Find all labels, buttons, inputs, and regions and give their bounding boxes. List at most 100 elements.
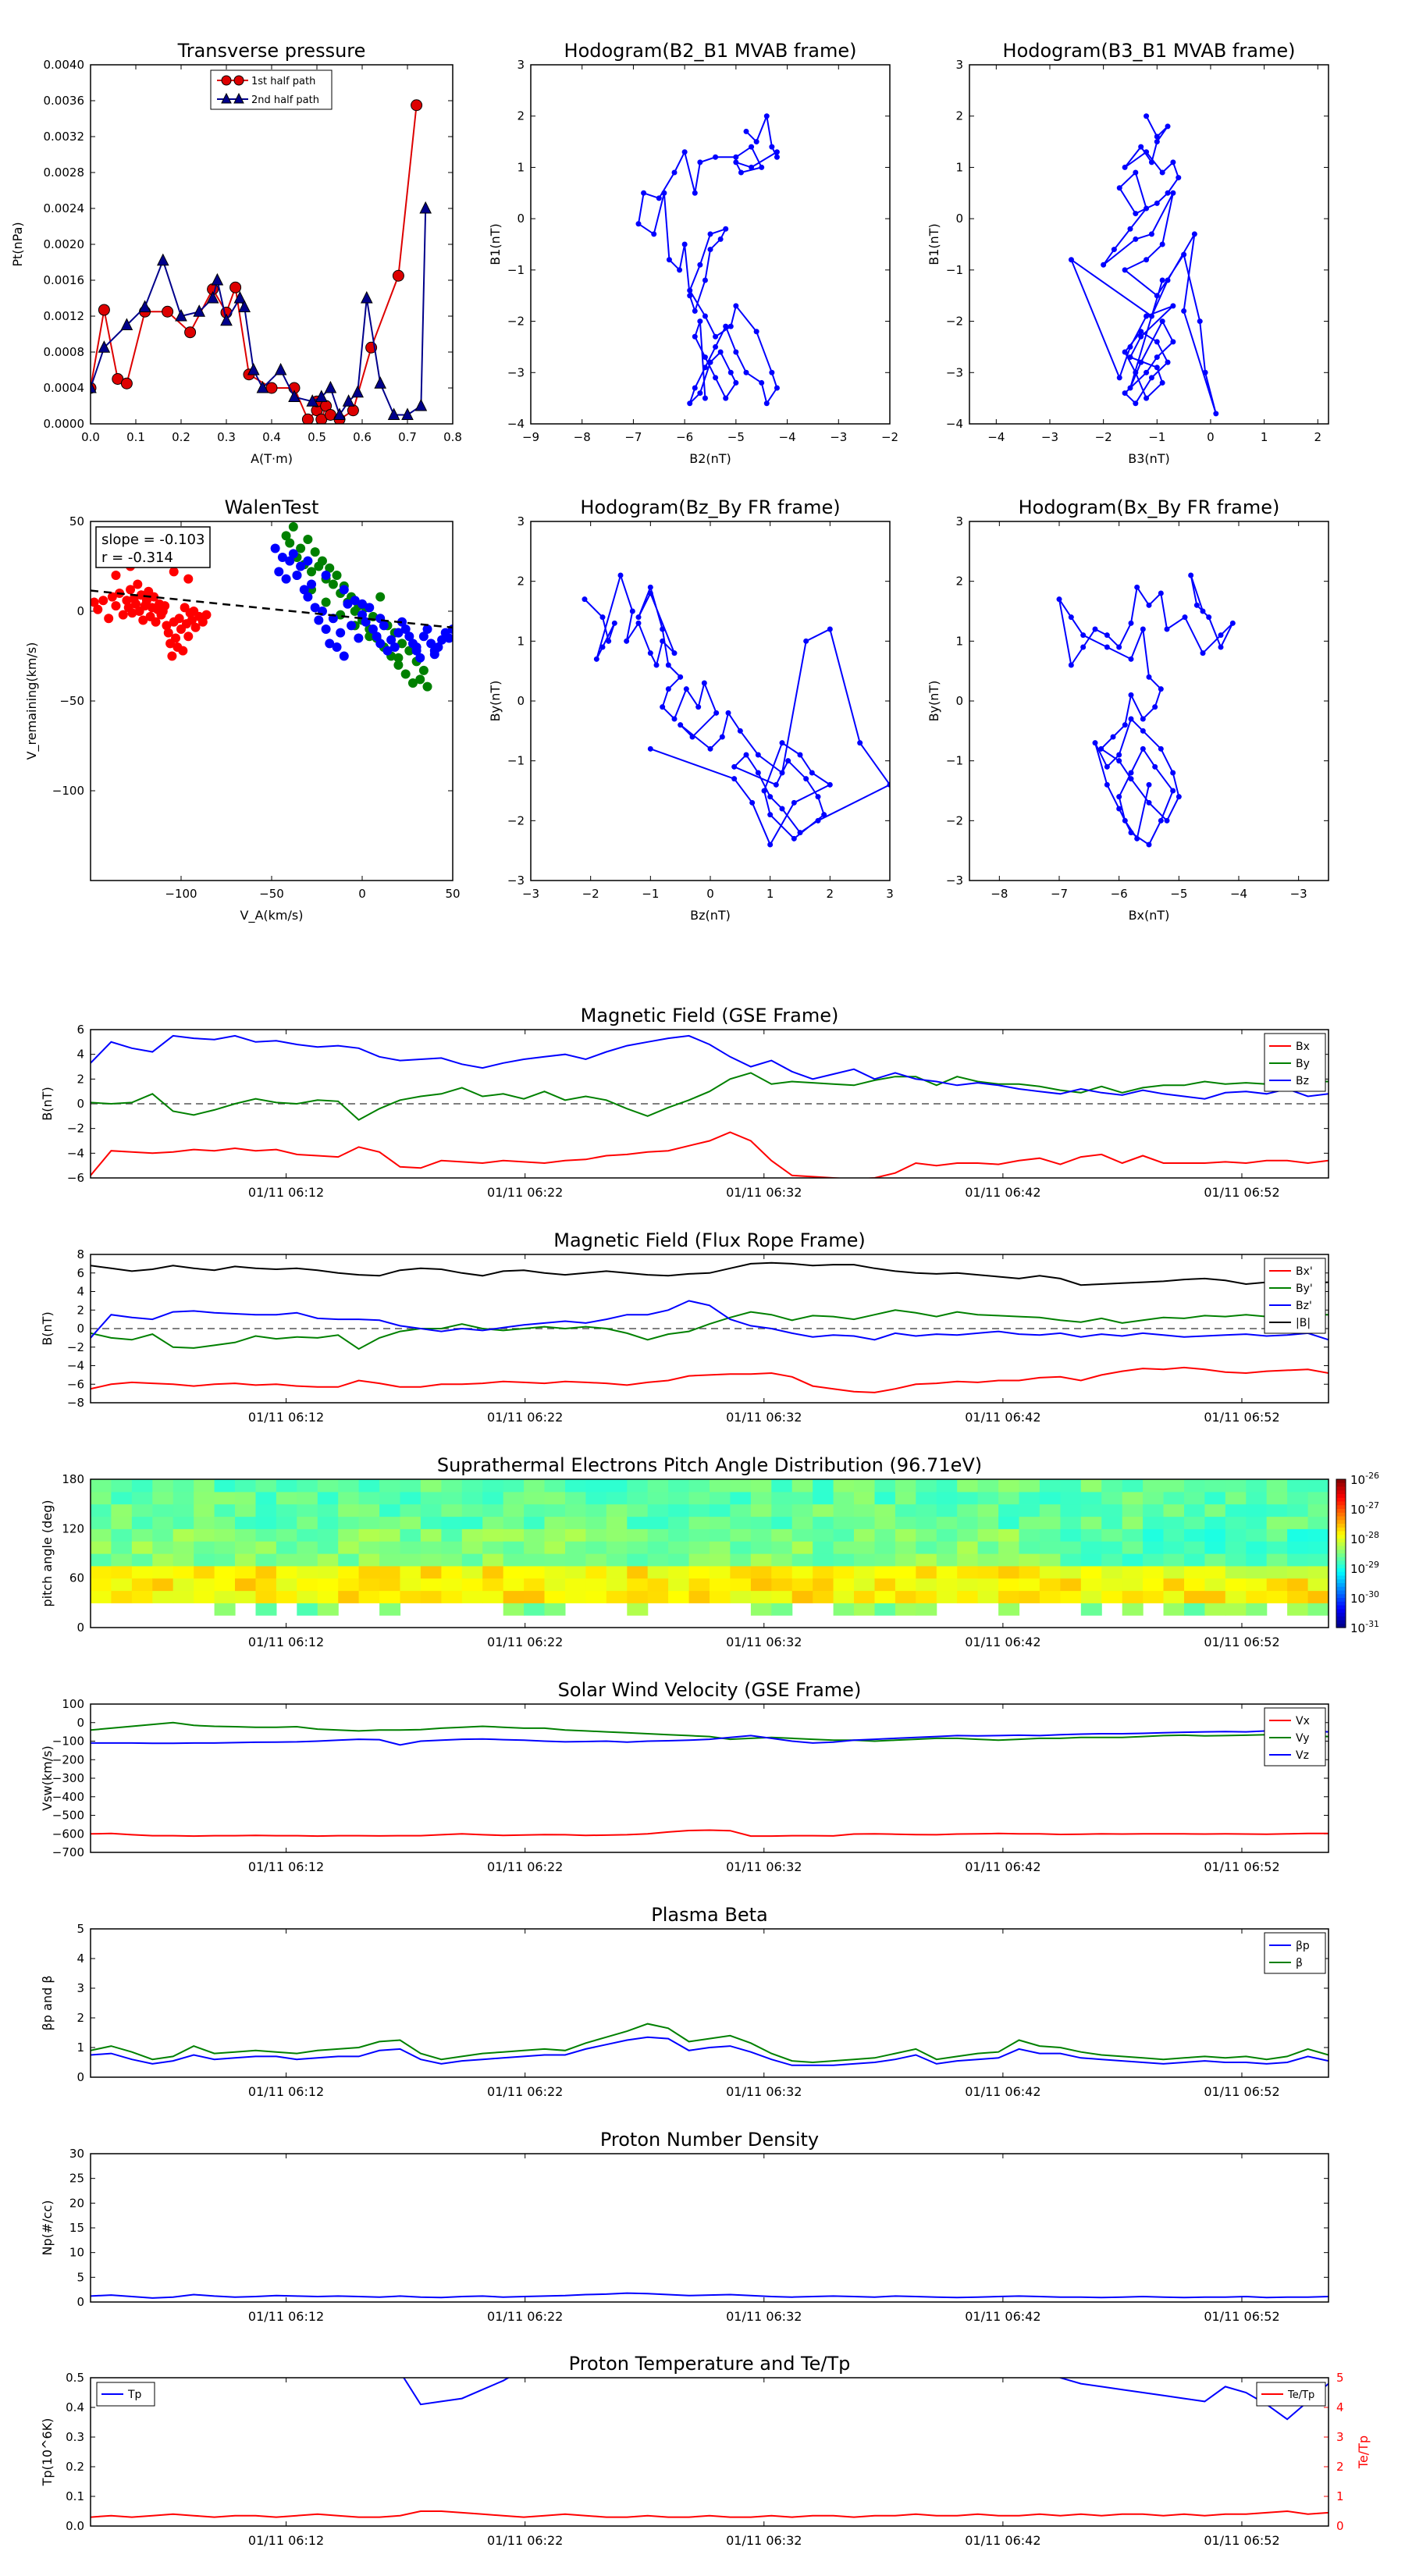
- pad-cell: [379, 1516, 401, 1529]
- pad-cell: [441, 1541, 463, 1554]
- hodo3-trace-point: [635, 614, 642, 621]
- pad-cell: [276, 1565, 297, 1579]
- pad-cell: [1204, 1516, 1226, 1529]
- walen-red-point: [174, 614, 184, 624]
- colorbar-segment: [1336, 1568, 1346, 1573]
- pad-cell: [1307, 1516, 1329, 1529]
- hodo2-title: Hodogram(B3_B1 MVAB frame): [1003, 40, 1296, 62]
- pad-cell: [916, 1553, 937, 1567]
- pad-cell: [606, 1491, 628, 1505]
- pad-cell: [461, 1503, 483, 1517]
- pad-cell: [750, 1590, 772, 1603]
- hodo1-trace-point: [656, 195, 662, 201]
- colorbar-segment: [1336, 1546, 1346, 1550]
- x-tick-label: −2: [1095, 430, 1112, 444]
- pad-cell: [833, 1516, 855, 1529]
- walen-blue-point: [281, 574, 291, 584]
- walen-annotation: slope = -0.103 r = -0.314: [95, 526, 211, 568]
- y-tick-label: 0.3: [66, 2430, 84, 2444]
- hodo3-trace-point: [660, 704, 666, 710]
- pad-cell: [771, 1578, 793, 1592]
- pad-cell: [317, 1541, 339, 1554]
- pad-cell: [895, 1528, 916, 1542]
- pad-cell: [1163, 1516, 1185, 1529]
- hodo2-trace-point: [1165, 123, 1171, 130]
- pad-cell: [1122, 1603, 1144, 1616]
- pad-cell: [1163, 1553, 1185, 1567]
- hodo3-trace-point: [797, 752, 803, 758]
- y-tick-label: −400: [52, 1790, 84, 1804]
- colorbar-tick-base: 10: [1350, 1562, 1365, 1576]
- hodo4-trace-point: [1146, 781, 1152, 788]
- pad-cell: [255, 1503, 277, 1517]
- hodo1-trace-point: [635, 221, 642, 227]
- pad-cell: [1184, 1516, 1205, 1529]
- pad-cell: [297, 1565, 318, 1579]
- pad-cell: [482, 1479, 504, 1493]
- x-tick-label: 0.3: [217, 430, 236, 444]
- time-tick-label: 01/11 06:42: [965, 1185, 1040, 1200]
- pad-cell: [1204, 1528, 1226, 1542]
- mag_gse-plot-area: [91, 1034, 1329, 1178]
- pad-cell: [1204, 1590, 1226, 1603]
- time-tick-label: 01/11 06:12: [248, 1185, 324, 1200]
- hodo2-trace-point: [1101, 262, 1107, 268]
- pad-cell: [194, 1565, 215, 1579]
- pad-cell: [503, 1578, 525, 1592]
- time-tick-label: 01/11 06:32: [726, 1635, 802, 1649]
- walen-panel: WalenTest −100 −50 0 50 50 0 −50 −100 V_A(km/s) V_…: [24, 496, 461, 923]
- hodo1-trace-point: [727, 323, 734, 329]
- pad-cell: [627, 1479, 649, 1493]
- pad-cell: [111, 1503, 133, 1517]
- hodo3-trace-point: [725, 710, 731, 716]
- pad-cell: [338, 1565, 360, 1579]
- hodo2-trace-point: [1154, 354, 1160, 361]
- pad-cell: [647, 1491, 669, 1505]
- pad-cell: [957, 1553, 979, 1567]
- pad-cell: [813, 1541, 834, 1554]
- time-tick-label: 01/11 06:12: [248, 1635, 324, 1649]
- transverse-xlabel: A(T·m): [251, 451, 293, 466]
- colorbar-tick-base: 10: [1350, 1473, 1365, 1487]
- y-tick-label: −4: [67, 1146, 84, 1160]
- pad-cell: [173, 1590, 194, 1603]
- pad-cell: [833, 1603, 855, 1616]
- x-tick-label: 0.0: [81, 430, 100, 444]
- time-tick-label: 01/11 06:12: [248, 2084, 324, 2099]
- pad-cell: [235, 1590, 256, 1603]
- pad-cell: [441, 1528, 463, 1542]
- pad-cell: [688, 1578, 710, 1592]
- hodo2-trace-point: [1202, 369, 1208, 375]
- pad-cell: [1204, 1553, 1226, 1567]
- pad-cell: [1060, 1565, 1082, 1579]
- hodo2-trace-point: [1122, 267, 1128, 273]
- pad-cell: [152, 1590, 174, 1603]
- pad-cell: [606, 1553, 628, 1567]
- pad-cell: [524, 1603, 546, 1616]
- pad-cell: [1060, 1528, 1082, 1542]
- x-tick-label: −7: [1051, 887, 1068, 901]
- colorbar-segment: [1336, 1482, 1346, 1488]
- pad-cell: [461, 1590, 483, 1603]
- walen-green-point: [400, 669, 411, 679]
- pad-cell: [400, 1590, 422, 1603]
- y-tick-label: 0: [955, 212, 963, 226]
- pad-cell: [194, 1503, 215, 1517]
- pad-cell: [1080, 1578, 1102, 1592]
- hodo2-trace-point: [1068, 257, 1074, 263]
- time-tick-label: 01/11 06:32: [726, 1859, 802, 1874]
- walen-red-point: [133, 579, 143, 589]
- y-tick-label: −500: [52, 1809, 84, 1823]
- hodo4-trace-point: [1152, 763, 1158, 770]
- legend-label: By': [1296, 1283, 1313, 1295]
- walen-blue-point: [310, 603, 320, 613]
- colorbar-segment: [1336, 1490, 1346, 1495]
- pad-cell: [461, 1491, 483, 1505]
- pad-cell: [895, 1565, 916, 1579]
- walen-blue-point: [270, 543, 280, 553]
- hodo1-trace-point: [692, 308, 698, 314]
- pad-cell: [791, 1503, 813, 1517]
- pad-cell: [1101, 1553, 1123, 1567]
- series-2nd-half-line: [91, 208, 427, 417]
- pad-cell: [214, 1516, 236, 1529]
